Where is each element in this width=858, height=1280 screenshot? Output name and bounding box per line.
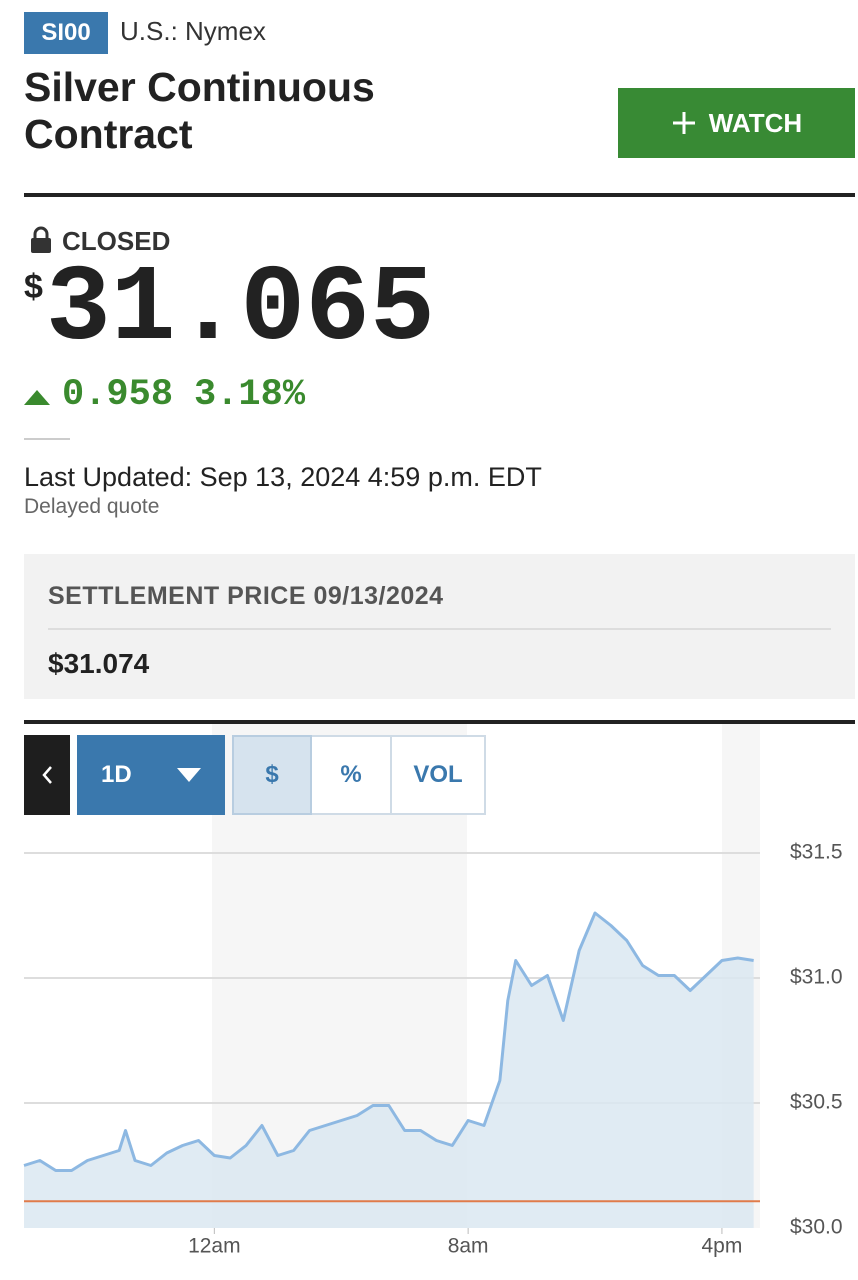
divider bbox=[24, 193, 855, 197]
y-tick-label: $30.5 bbox=[790, 1091, 843, 1114]
dropdown-caret bbox=[177, 768, 201, 782]
instrument-title: Silver Continuous Contract bbox=[24, 64, 375, 157]
market-status: CLOSED bbox=[62, 226, 171, 256]
ticker-badge: SI00 bbox=[24, 12, 108, 54]
watch-label[interactable]: WATCH bbox=[708, 107, 803, 138]
watch-button[interactable]: WATCH bbox=[618, 88, 855, 158]
settlement-label: SETTLEMENT PRICE 09/13/2024 bbox=[48, 582, 444, 610]
y-tick-label: $30.0 bbox=[790, 1216, 843, 1239]
y-tick-label: $31.5 bbox=[790, 841, 843, 864]
divider bbox=[24, 720, 855, 724]
settlement-rule bbox=[48, 628, 831, 630]
percent-toggle[interactable]: % bbox=[312, 735, 392, 815]
dollar-toggle[interactable]: $ bbox=[232, 735, 312, 815]
exchange: U.S.: Nymex bbox=[120, 16, 266, 46]
volume-toggle[interactable]: VOL bbox=[392, 735, 486, 815]
price-line bbox=[23, 911, 754, 1172]
price-area bbox=[24, 913, 754, 1228]
plus-icon bbox=[672, 112, 695, 134]
chevron-left bbox=[42, 766, 52, 784]
settlement-box: SETTLEMENT PRICE 09/13/2024 $31.074 bbox=[24, 554, 855, 699]
x-tick-label: 4pm bbox=[702, 1235, 743, 1258]
price-change: 0.958 bbox=[62, 374, 174, 416]
settlement-value: $31.074 bbox=[48, 648, 150, 679]
x-tick-label: 12am bbox=[188, 1235, 241, 1258]
delayed-note: Delayed quote bbox=[24, 495, 160, 518]
back-button[interactable] bbox=[24, 735, 70, 815]
currency-symbol: $ bbox=[24, 268, 43, 306]
last-updated: Last Updated: Sep 13, 2024 4:59 p.m. EDT bbox=[24, 462, 542, 492]
short-rule bbox=[24, 438, 70, 440]
y-tick-label: $31.0 bbox=[790, 966, 843, 989]
range-dropdown[interactable]: 1D bbox=[77, 735, 225, 815]
range-label[interactable]: 1D bbox=[101, 761, 132, 788]
up-arrow bbox=[24, 390, 50, 405]
lock-icon bbox=[31, 226, 51, 253]
price: 31.065 bbox=[46, 249, 435, 371]
x-tick-label: 8am bbox=[448, 1235, 489, 1258]
percent-change: 3.18% bbox=[194, 374, 306, 416]
price-chart: $30.0 $30.5 $31.0 $31.5 12am 8am 4pm bbox=[23, 841, 843, 1258]
